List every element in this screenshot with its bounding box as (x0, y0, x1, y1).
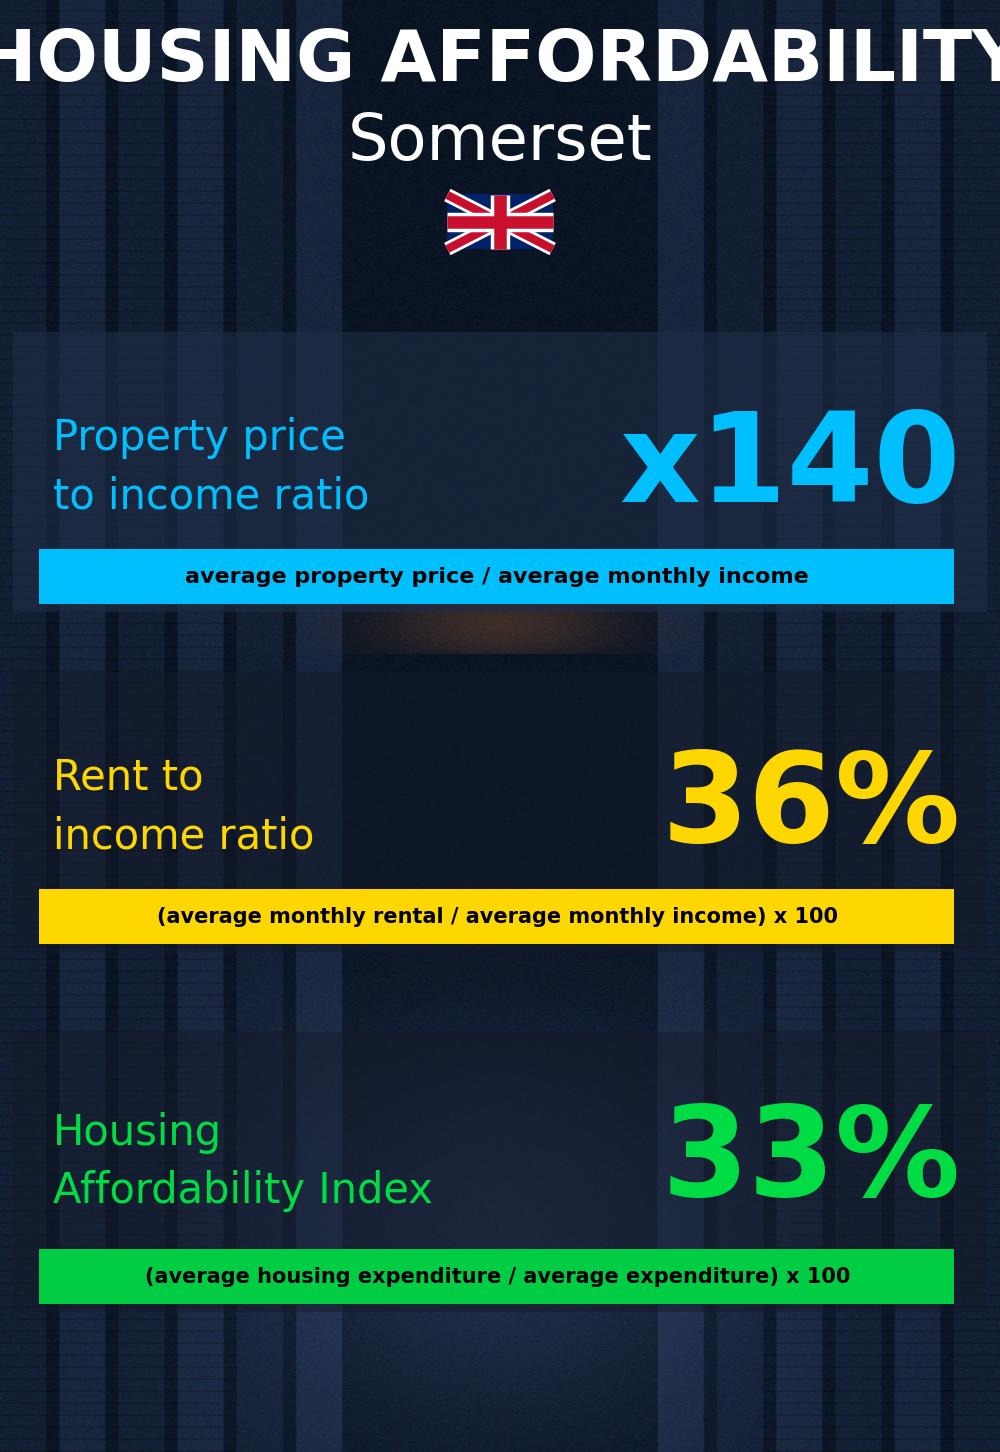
Text: Housing
Affordability Index: Housing Affordability Index (53, 1112, 433, 1212)
Text: Somerset: Somerset (348, 110, 652, 173)
FancyBboxPatch shape (13, 1032, 987, 1313)
FancyBboxPatch shape (447, 195, 553, 248)
FancyBboxPatch shape (39, 549, 954, 604)
Text: (average housing expenditure / average expenditure) x 100: (average housing expenditure / average e… (145, 1268, 850, 1286)
Text: Property price
to income ratio: Property price to income ratio (53, 417, 369, 517)
FancyBboxPatch shape (13, 333, 987, 611)
Text: average property price / average monthly income: average property price / average monthly… (185, 566, 809, 587)
Text: (average monthly rental / average monthly income) x 100: (average monthly rental / average monthl… (157, 908, 838, 926)
FancyBboxPatch shape (39, 1249, 954, 1304)
Text: 36%: 36% (661, 746, 961, 867)
FancyBboxPatch shape (13, 672, 987, 953)
FancyBboxPatch shape (39, 889, 954, 944)
Text: 33%: 33% (661, 1102, 961, 1223)
Text: HOUSING AFFORDABILITY: HOUSING AFFORDABILITY (0, 28, 1000, 96)
Text: Rent to
income ratio: Rent to income ratio (53, 756, 314, 857)
Text: x140: x140 (619, 407, 961, 527)
